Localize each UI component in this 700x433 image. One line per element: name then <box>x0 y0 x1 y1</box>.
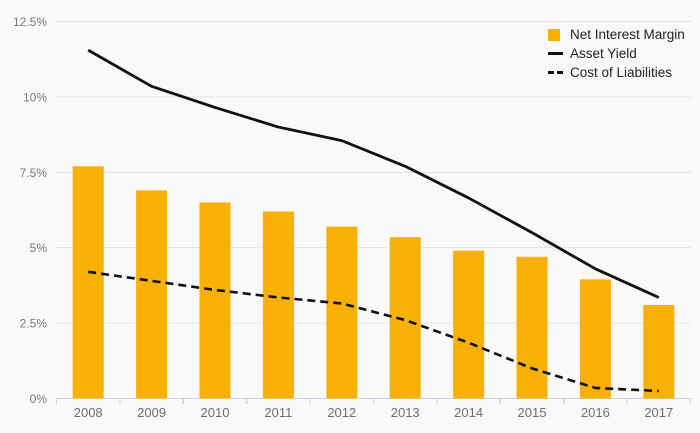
y-axis-tick-label: 10% <box>23 90 47 104</box>
legend-item-asset-yield[interactable]: Asset Yield <box>548 44 685 63</box>
x-axis-label-2013: 2013 <box>391 405 420 420</box>
y-axis-tick-label: 0% <box>30 392 48 406</box>
bar-2016 <box>579 279 611 399</box>
x-axis-label-2010: 2010 <box>201 405 230 420</box>
chart-legend: Net Interest Margin Asset Yield Cost of … <box>548 25 685 82</box>
x-axis-label-2014: 2014 <box>454 405 483 420</box>
bar-2008 <box>72 166 104 399</box>
x-axis-label-2008: 2008 <box>74 405 103 420</box>
dashed-line-swatch-icon <box>548 71 563 74</box>
bar-2012 <box>326 226 358 399</box>
asset-yield-line <box>87 48 660 299</box>
legend-label-cost-of-liabilities: Cost of Liabilities <box>570 65 673 80</box>
bar-2014 <box>453 250 485 399</box>
solid-line-swatch-icon <box>548 52 563 55</box>
legend-label-net-interest-margin: Net Interest Margin <box>570 27 685 42</box>
bar-2009 <box>136 190 168 399</box>
y-axis-tick-label: 5% <box>30 241 48 255</box>
bar-2017 <box>643 305 675 399</box>
legend-label-asset-yield: Asset Yield <box>570 46 637 61</box>
x-axis-label-2011: 2011 <box>264 405 292 420</box>
bar-2013 <box>389 237 421 399</box>
x-axis-label-2009: 2009 <box>137 405 166 420</box>
y-axis-tick-label: 2.5% <box>20 317 48 331</box>
legend-item-cost-of-liabilities[interactable]: Cost of Liabilities <box>548 63 685 82</box>
bar-2015 <box>516 256 548 399</box>
x-axis-label-2015: 2015 <box>518 405 547 420</box>
bar-2011 <box>262 211 294 399</box>
x-axis-label-2017: 2017 <box>644 405 673 420</box>
bar-2010 <box>199 202 231 399</box>
cost-of-liabilities-line <box>88 270 659 393</box>
bar-swatch-icon <box>548 28 563 41</box>
y-axis-tick-label: 12.5% <box>13 15 47 29</box>
y-axis-tick-label: 7.5% <box>20 166 48 180</box>
x-axis-label-2016: 2016 <box>581 405 610 420</box>
x-axis-label-2012: 2012 <box>327 405 356 420</box>
legend-item-net-interest-margin[interactable]: Net Interest Margin <box>548 25 685 44</box>
